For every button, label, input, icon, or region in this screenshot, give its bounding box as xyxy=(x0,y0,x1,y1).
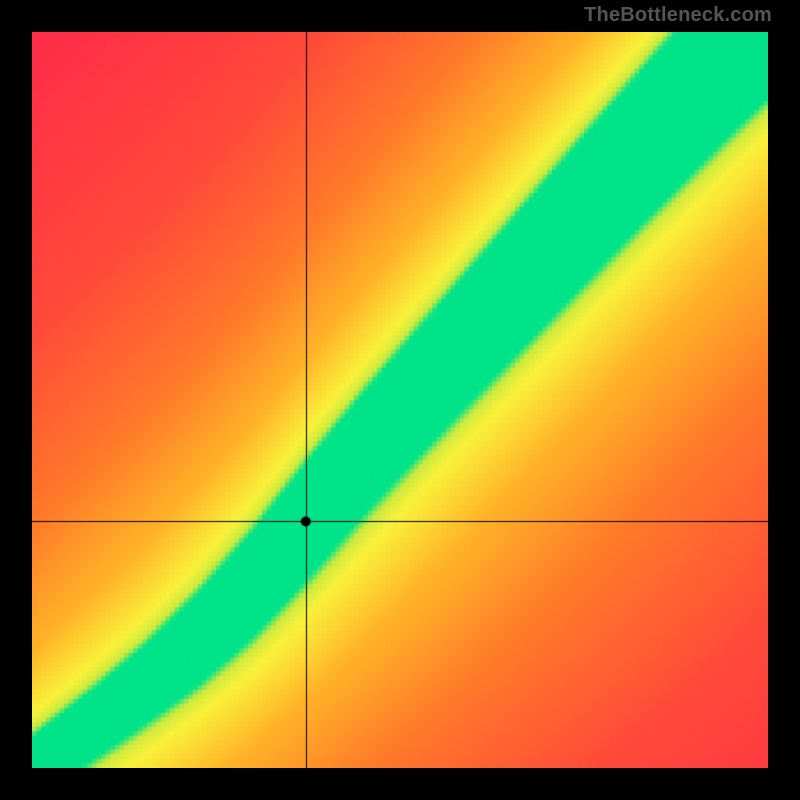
watermark-text: TheBottleneck.com xyxy=(584,4,772,27)
bottleneck-heatmap xyxy=(32,32,768,768)
chart-container: TheBottleneck.com xyxy=(0,0,800,800)
